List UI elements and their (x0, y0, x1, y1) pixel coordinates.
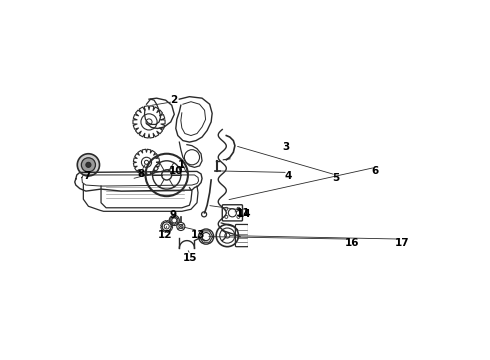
Text: 5: 5 (332, 174, 340, 184)
Circle shape (77, 154, 99, 176)
Text: 9: 9 (169, 210, 176, 220)
Text: 2: 2 (170, 95, 177, 105)
Text: 17: 17 (395, 238, 410, 248)
Text: 7: 7 (83, 171, 91, 181)
Text: 13: 13 (191, 230, 205, 239)
Text: 14: 14 (237, 209, 251, 219)
Text: 4: 4 (284, 171, 292, 181)
Circle shape (81, 158, 96, 172)
Circle shape (86, 162, 91, 167)
Text: 1: 1 (178, 160, 185, 170)
Text: 12: 12 (158, 230, 172, 239)
Text: 3: 3 (282, 142, 290, 152)
Text: 11: 11 (236, 208, 250, 218)
Text: 15: 15 (183, 253, 197, 263)
Text: 10: 10 (169, 166, 184, 176)
Text: 16: 16 (344, 238, 359, 248)
Text: 8: 8 (138, 169, 145, 179)
Text: 6: 6 (372, 166, 379, 176)
